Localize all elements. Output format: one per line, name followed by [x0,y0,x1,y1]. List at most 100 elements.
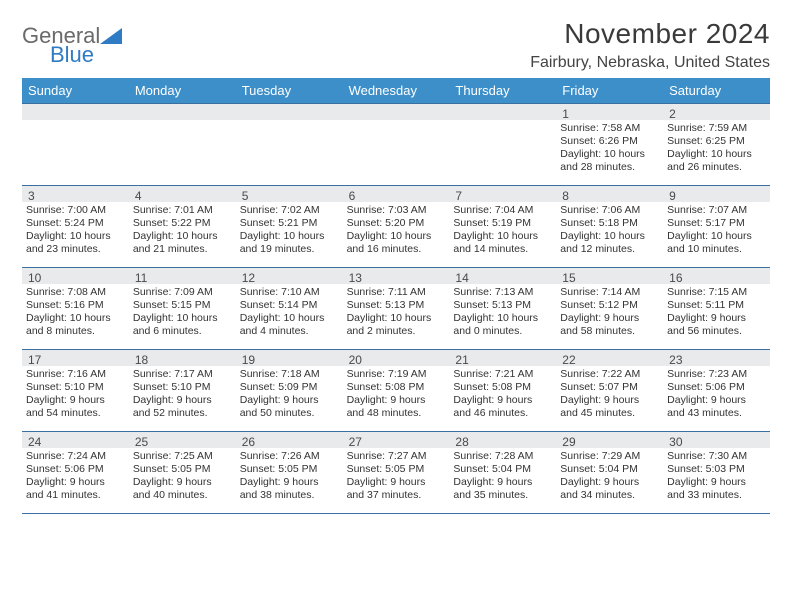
day-num-band [343,104,450,120]
day-number: 21 [455,353,468,367]
day-cell: 1Sunrise: 7:58 AMSunset: 6:26 PMDaylight… [556,103,663,185]
day-details: Sunrise: 7:18 AMSunset: 5:09 PMDaylight:… [240,368,339,421]
day-details: Sunrise: 7:30 AMSunset: 5:03 PMDaylight:… [667,450,766,503]
day-number: 24 [28,435,41,449]
day-details: Sunrise: 7:13 AMSunset: 5:13 PMDaylight:… [453,286,552,339]
day-details: Sunrise: 7:22 AMSunset: 5:07 PMDaylight:… [560,368,659,421]
day-details: Sunrise: 7:01 AMSunset: 5:22 PMDaylight:… [133,204,232,257]
day-details: Sunrise: 7:02 AMSunset: 5:21 PMDaylight:… [240,204,339,257]
day-num-band [449,104,556,120]
day-num-band: 8 [556,186,663,202]
day-num-band: 29 [556,432,663,448]
day-details: Sunrise: 7:07 AMSunset: 5:17 PMDaylight:… [667,204,766,257]
day-cell: 3Sunrise: 7:00 AMSunset: 5:24 PMDaylight… [22,185,129,267]
day-cell: 25Sunrise: 7:25 AMSunset: 5:05 PMDayligh… [129,431,236,513]
calendar-body: 1Sunrise: 7:58 AMSunset: 6:26 PMDaylight… [22,103,770,514]
day-num-band: 9 [663,186,770,202]
week-row: 17Sunrise: 7:16 AMSunset: 5:10 PMDayligh… [22,349,770,431]
day-blank [236,103,343,185]
day-number: 8 [562,189,569,203]
dow-thursday: Thursday [449,78,556,103]
day-num-band: 11 [129,268,236,284]
day-details: Sunrise: 7:08 AMSunset: 5:16 PMDaylight:… [26,286,125,339]
day-cell: 15Sunrise: 7:14 AMSunset: 5:12 PMDayligh… [556,267,663,349]
day-number: 5 [242,189,249,203]
dow-monday: Monday [129,78,236,103]
day-cell: 10Sunrise: 7:08 AMSunset: 5:16 PMDayligh… [22,267,129,349]
day-num-band: 18 [129,350,236,366]
day-details: Sunrise: 7:58 AMSunset: 6:26 PMDaylight:… [560,122,659,175]
day-number: 29 [562,435,575,449]
day-num-band: 24 [22,432,129,448]
day-details: Sunrise: 7:21 AMSunset: 5:08 PMDaylight:… [453,368,552,421]
day-cell: 7Sunrise: 7:04 AMSunset: 5:19 PMDaylight… [449,185,556,267]
day-number: 1 [562,107,569,121]
day-num-band: 1 [556,104,663,120]
week-row: 3Sunrise: 7:00 AMSunset: 5:24 PMDaylight… [22,185,770,267]
logo: General Blue [22,18,122,66]
day-num-band: 23 [663,350,770,366]
day-num-band: 5 [236,186,343,202]
day-num-band: 20 [343,350,450,366]
day-blank [343,103,450,185]
day-cell: 12Sunrise: 7:10 AMSunset: 5:14 PMDayligh… [236,267,343,349]
day-num-band: 22 [556,350,663,366]
day-number: 13 [349,271,362,285]
day-details: Sunrise: 7:27 AMSunset: 5:05 PMDaylight:… [347,450,446,503]
day-cell: 20Sunrise: 7:19 AMSunset: 5:08 PMDayligh… [343,349,450,431]
week-row: 1Sunrise: 7:58 AMSunset: 6:26 PMDaylight… [22,103,770,185]
day-details: Sunrise: 7:26 AMSunset: 5:05 PMDaylight:… [240,450,339,503]
logo-text-wrap: General Blue [22,24,100,66]
header: General Blue November 2024 Fairbury, Neb… [22,18,770,72]
day-cell: 8Sunrise: 7:06 AMSunset: 5:18 PMDaylight… [556,185,663,267]
day-num-band: 21 [449,350,556,366]
dow-friday: Friday [556,78,663,103]
dow-sunday: Sunday [22,78,129,103]
day-number: 11 [135,271,147,285]
day-num-band [22,104,129,120]
day-number: 25 [135,435,148,449]
title-block: November 2024 Fairbury, Nebraska, United… [530,18,770,72]
day-num-band: 27 [343,432,450,448]
day-number: 3 [28,189,35,203]
dow-tuesday: Tuesday [236,78,343,103]
day-cell: 6Sunrise: 7:03 AMSunset: 5:20 PMDaylight… [343,185,450,267]
day-cell: 11Sunrise: 7:09 AMSunset: 5:15 PMDayligh… [129,267,236,349]
day-details: Sunrise: 7:14 AMSunset: 5:12 PMDaylight:… [560,286,659,339]
day-details: Sunrise: 7:23 AMSunset: 5:06 PMDaylight:… [667,368,766,421]
day-number: 18 [135,353,148,367]
day-cell: 30Sunrise: 7:30 AMSunset: 5:03 PMDayligh… [663,431,770,513]
day-details: Sunrise: 7:03 AMSunset: 5:20 PMDaylight:… [347,204,446,257]
day-num-band: 4 [129,186,236,202]
day-cell: 9 Sunrise: 7:07 AMSunset: 5:17 PMDaylight… [663,185,770,267]
day-number: 28 [455,435,468,449]
day-cell: 21Sunrise: 7:21 AMSunset: 5:08 PMDayligh… [449,349,556,431]
day-cell: 2Sunrise: 7:59 AMSunset: 6:25 PMDaylight… [663,103,770,185]
day-num-band: 6 [343,186,450,202]
day-num-band: 10 [22,268,129,284]
day-num-band [236,104,343,120]
day-number: 10 [28,271,41,285]
day-number: 26 [242,435,255,449]
day-number: 12 [242,271,255,285]
day-blank [129,103,236,185]
day-number: 6 [349,189,356,203]
day-number: 22 [562,353,575,367]
dow-saturday: Saturday [663,78,770,103]
week-row: 24Sunrise: 7:24 AMSunset: 5:06 PMDayligh… [22,431,770,513]
day-blank [22,103,129,185]
day-details: Sunrise: 7:11 AMSunset: 5:13 PMDaylight:… [347,286,446,339]
dow-row: SundayMondayTuesdayWednesdayThursdayFrid… [22,78,770,103]
day-details: Sunrise: 7:59 AMSunset: 6:25 PMDaylight:… [667,122,766,175]
day-cell: 19Sunrise: 7:18 AMSunset: 5:09 PMDayligh… [236,349,343,431]
day-details: Sunrise: 7:15 AMSunset: 5:11 PMDaylight:… [667,286,766,339]
day-num-band: 13 [343,268,450,284]
day-number: 15 [562,271,575,285]
location: Fairbury, Nebraska, United States [530,54,770,72]
day-num-band: 28 [449,432,556,448]
day-details: Sunrise: 7:00 AMSunset: 5:24 PMDaylight:… [26,204,125,257]
page: General Blue November 2024 Fairbury, Neb… [0,0,792,514]
day-cell: 22Sunrise: 7:22 AMSunset: 5:07 PMDayligh… [556,349,663,431]
dow-wednesday: Wednesday [343,78,450,103]
day-cell: 14Sunrise: 7:13 AMSunset: 5:13 PMDayligh… [449,267,556,349]
